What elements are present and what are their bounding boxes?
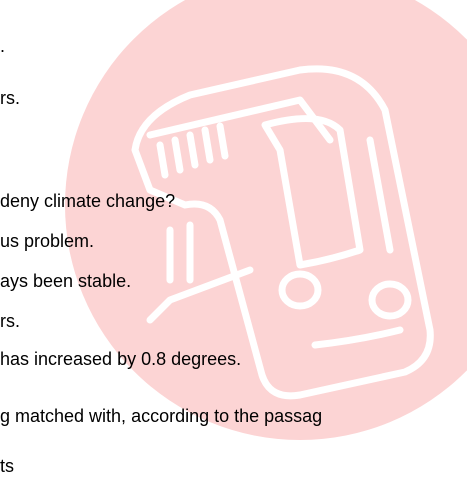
text-line: has increased by 0.8 degrees.	[0, 348, 241, 370]
text-line: ts	[0, 455, 14, 477]
text-line: rs.	[0, 310, 20, 332]
text-line: g matched with, according to the passag	[0, 405, 322, 427]
text-line: deny climate change?	[0, 190, 175, 212]
text-line: us problem.	[0, 230, 94, 252]
text-line: .	[0, 35, 5, 57]
text-line: ays been stable.	[0, 270, 131, 292]
text-line: rs.	[0, 87, 20, 109]
page: . rs. deny climate change? us problem. ays b…	[0, 0, 467, 472]
